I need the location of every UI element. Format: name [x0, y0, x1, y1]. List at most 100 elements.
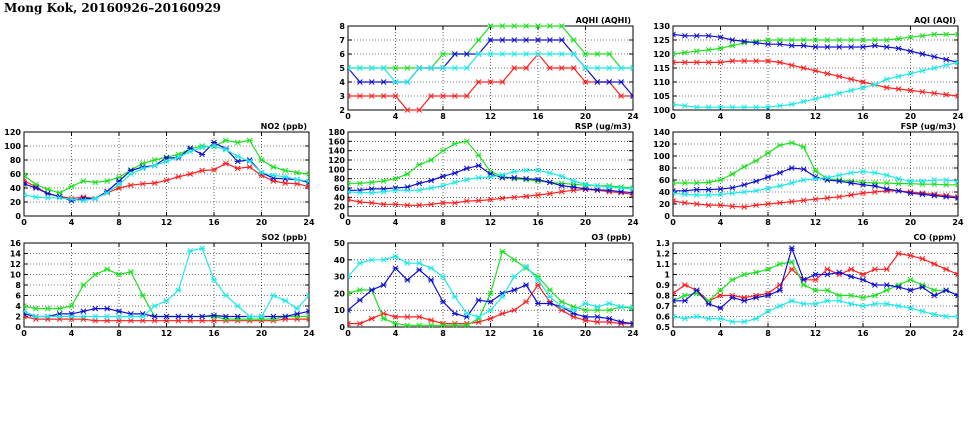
data-point-red — [356, 93, 363, 99]
data-point-red — [211, 166, 217, 173]
data-point-cyan — [270, 172, 277, 179]
data-point-blue — [860, 44, 866, 50]
data-point-cyan — [895, 175, 902, 182]
data-point-cyan — [729, 104, 736, 111]
y-tick-label: 1.2 — [656, 250, 670, 259]
x-tick-label: 16 — [208, 218, 220, 227]
y-tick-label: 4 — [15, 302, 21, 311]
data-point-blue — [175, 313, 182, 320]
data-point-cyan — [883, 301, 890, 307]
data-point-cyan — [246, 313, 253, 320]
x-tick-label: 12 — [810, 218, 821, 227]
data-point-cyan — [681, 315, 688, 322]
data-point-green — [907, 276, 914, 283]
data-point-green — [348, 290, 351, 297]
y-tick-label: 8 — [339, 22, 345, 31]
data-point-cyan — [282, 173, 289, 180]
data-point-red — [356, 320, 363, 327]
data-point-cyan — [693, 313, 700, 320]
y-tick-label: 12 — [10, 260, 21, 269]
data-point-green — [570, 37, 577, 43]
data-point-cyan — [282, 297, 289, 304]
data-point-blue — [871, 42, 878, 49]
data-point-blue — [955, 195, 958, 201]
data-point-red — [199, 167, 206, 174]
data-point-cyan — [175, 287, 182, 294]
y-tick-label: 110 — [653, 78, 670, 87]
data-point-green — [883, 287, 890, 294]
data-point-cyan — [80, 197, 87, 204]
data-point-red — [222, 160, 229, 167]
data-point-green — [871, 180, 878, 186]
x-tick-label: 24 — [952, 329, 964, 338]
data-point-cyan — [234, 303, 241, 309]
x-tick-label: 16 — [532, 112, 544, 121]
x-tick-label: 20 — [905, 329, 917, 338]
x-tick-label: 8 — [116, 218, 122, 227]
data-point-cyan — [68, 313, 75, 320]
data-point-red — [673, 59, 676, 66]
data-point-blue — [511, 174, 518, 181]
data-point-cyan — [199, 144, 206, 151]
data-point-blue — [800, 276, 807, 283]
data-point-green — [487, 290, 494, 297]
data-point-red — [368, 93, 375, 99]
data-point-red — [558, 65, 565, 71]
data-point-green — [681, 180, 688, 186]
y-tick-label: 80 — [334, 175, 346, 184]
data-point-cyan — [416, 260, 423, 267]
data-point-cyan — [116, 181, 122, 188]
data-point-green — [919, 32, 926, 39]
data-point-red — [546, 190, 553, 197]
data-point-cyan — [475, 51, 482, 57]
data-point-cyan — [416, 187, 423, 194]
data-point-blue — [871, 282, 878, 288]
data-point-red — [511, 307, 518, 314]
data-point-cyan — [270, 292, 277, 299]
x-tick-label: 24 — [952, 112, 964, 121]
data-point-red — [765, 58, 771, 64]
data-point-cyan — [535, 167, 541, 174]
data-point-cyan — [955, 59, 958, 66]
data-point-cyan — [618, 65, 625, 71]
data-point-cyan — [348, 188, 351, 195]
data-point-red — [356, 199, 363, 205]
data-point-green — [800, 144, 807, 150]
data-point-red — [765, 201, 771, 207]
data-point-red — [673, 290, 676, 297]
data-point-red — [348, 320, 351, 327]
x-tick-label: 8 — [765, 112, 771, 121]
data-point-blue — [836, 178, 843, 185]
data-point-blue — [943, 287, 950, 294]
data-point-blue — [451, 51, 458, 57]
data-point-red — [955, 271, 958, 278]
data-point-green — [546, 23, 553, 29]
data-point-green — [546, 287, 553, 293]
data-point-cyan — [451, 65, 458, 71]
data-point-cyan — [104, 190, 111, 196]
data-point-green — [416, 322, 423, 329]
data-point-green — [463, 322, 470, 329]
data-point-green — [883, 180, 890, 186]
data-point-red — [582, 79, 589, 85]
y-tick-label: 105 — [653, 92, 670, 101]
data-point-blue — [883, 44, 890, 50]
data-point-green — [860, 37, 866, 43]
data-point-green — [693, 180, 700, 186]
data-point-green — [511, 175, 518, 182]
data-point-blue — [673, 297, 676, 304]
data-point-blue — [907, 190, 914, 197]
data-point-red — [499, 310, 506, 317]
data-point-blue — [582, 314, 589, 320]
data-point-cyan — [535, 277, 541, 283]
data-point-green — [356, 180, 363, 187]
data-point-cyan — [630, 303, 633, 310]
data-point-red — [883, 84, 890, 91]
data-point-green — [931, 287, 938, 294]
data-point-blue — [630, 320, 633, 327]
data-point-cyan — [163, 158, 170, 165]
y-tick-label: 0 — [664, 212, 670, 221]
data-point-green — [630, 185, 633, 191]
data-point-red — [428, 201, 435, 208]
data-point-red — [92, 317, 99, 324]
